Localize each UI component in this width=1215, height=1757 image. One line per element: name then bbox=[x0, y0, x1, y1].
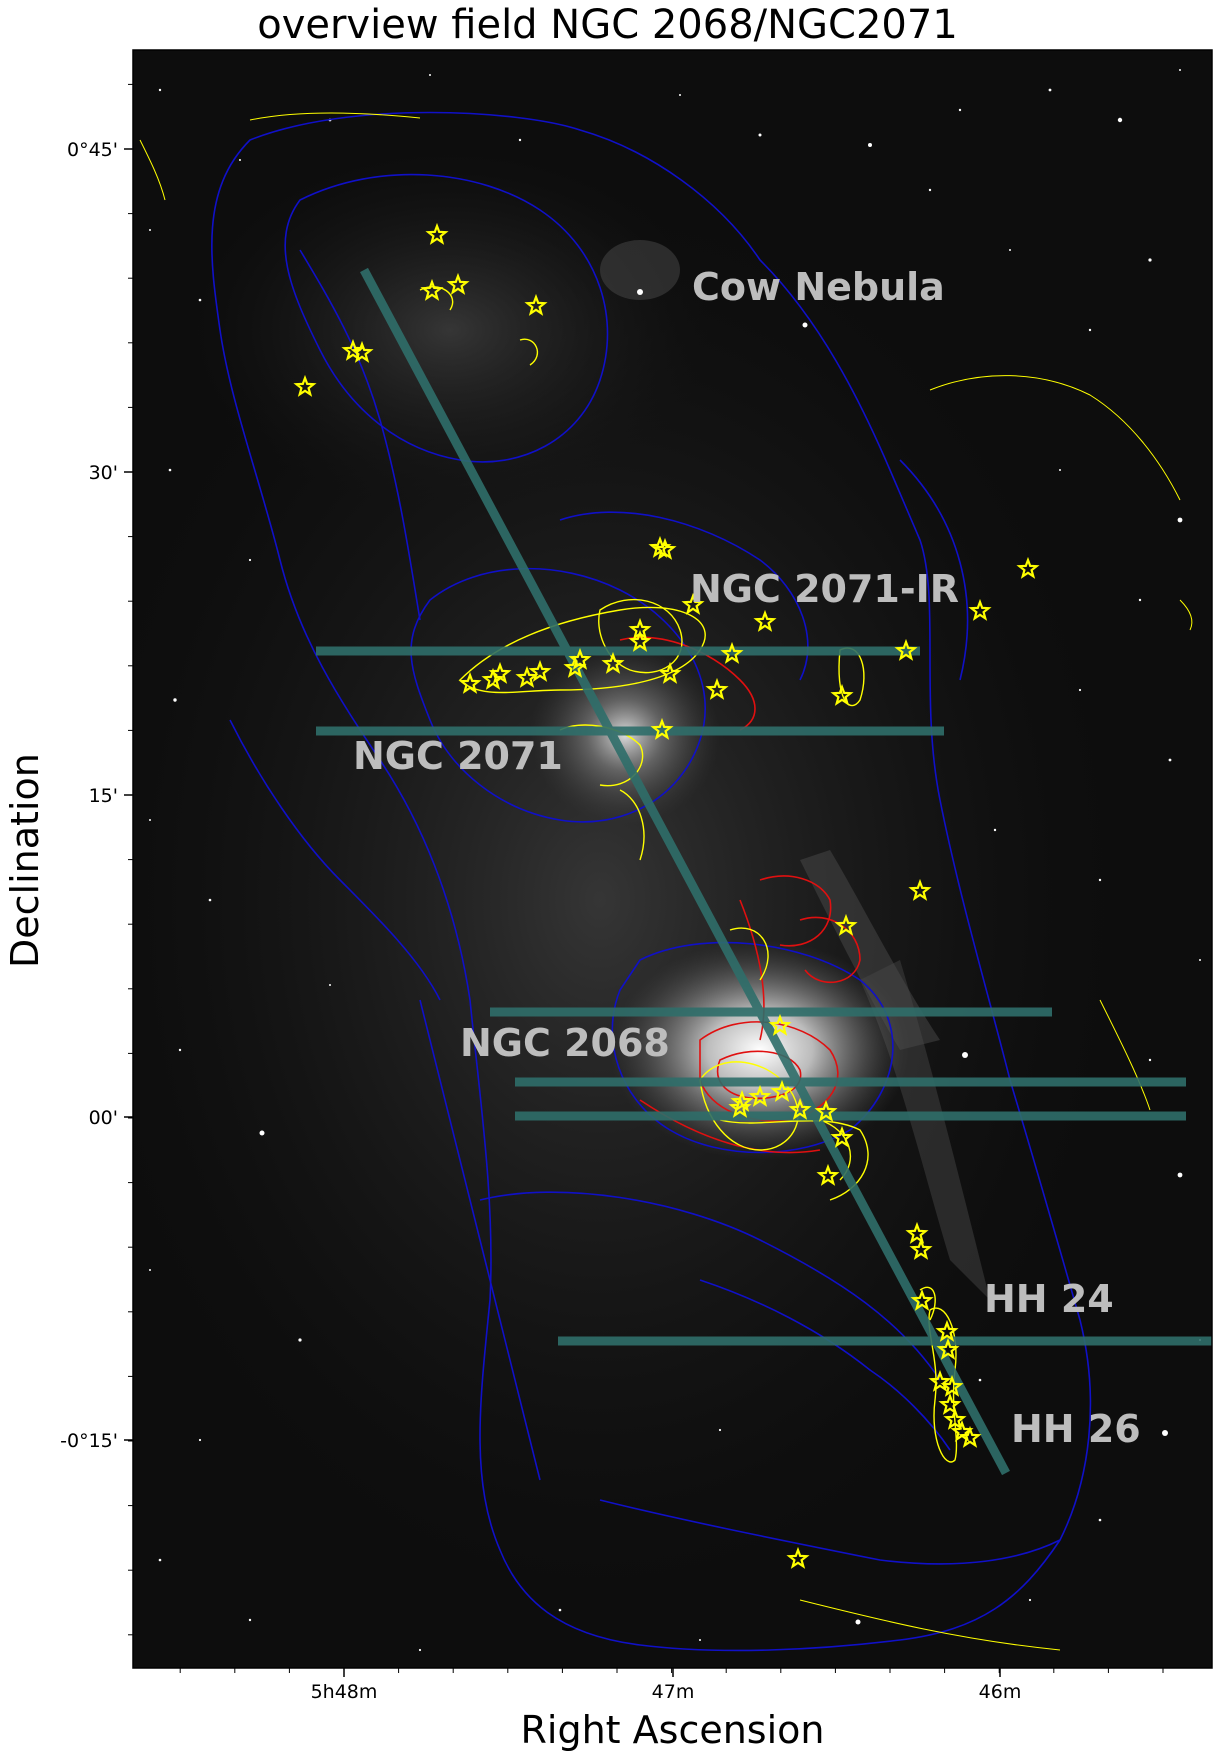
yso-star-marker bbox=[728, 1095, 752, 1118]
yso-star-marker bbox=[905, 1221, 929, 1244]
slit-positions bbox=[316, 267, 1212, 1476]
yso-star-marker bbox=[601, 651, 625, 674]
ra-tick-label-47m: 47m bbox=[652, 1681, 695, 1703]
dec-tick-label-00: 00' bbox=[89, 1107, 118, 1129]
yso-star-marker bbox=[834, 913, 858, 936]
yso-star-marker bbox=[768, 1013, 792, 1036]
yso-star-marker bbox=[568, 647, 592, 670]
dec-tick-label-15: 15' bbox=[89, 785, 118, 807]
yso-star-marker bbox=[908, 878, 932, 901]
yso-star-marker bbox=[705, 677, 729, 700]
yso-star-marker bbox=[830, 1125, 854, 1148]
yso-star-marker bbox=[814, 1099, 838, 1122]
label-hh26: HH 26 bbox=[1011, 1407, 1141, 1451]
dec-tick-label-30: 30' bbox=[89, 462, 118, 484]
yso-star-marker bbox=[420, 278, 444, 301]
yso-star-marker bbox=[681, 592, 705, 615]
label-cow-nebula: Cow Nebula bbox=[692, 265, 945, 309]
yso-star-marker bbox=[650, 717, 674, 740]
ra-tick-label-46m: 46m bbox=[979, 1681, 1022, 1703]
field-stars bbox=[149, 69, 1202, 1652]
yso-star-marker bbox=[1016, 556, 1040, 579]
yso-star-marker bbox=[446, 272, 470, 295]
yso-star-marker bbox=[293, 374, 317, 397]
yso-star-marker bbox=[658, 661, 682, 684]
yso-star-marker bbox=[653, 537, 677, 560]
yso-star-marker bbox=[940, 1374, 964, 1397]
yso-star-marker bbox=[788, 1097, 812, 1120]
yso-star-marker bbox=[910, 1288, 934, 1311]
yso-star-markers bbox=[293, 222, 1040, 1569]
yso-star-marker bbox=[524, 293, 548, 316]
label-hh24: HH 24 bbox=[984, 1277, 1114, 1321]
yso-star-marker bbox=[943, 1407, 967, 1430]
yso-star-marker bbox=[628, 629, 652, 652]
dec-tick-label-m15: -0°15' bbox=[60, 1430, 118, 1452]
yso-star-marker bbox=[958, 1425, 982, 1448]
yso-star-marker bbox=[515, 665, 539, 688]
yso-star-marker bbox=[935, 1319, 959, 1342]
yso-star-marker bbox=[458, 671, 482, 694]
yso-star-marker bbox=[936, 1337, 960, 1360]
dust-lane-2 bbox=[800, 850, 940, 1050]
yso-star-marker bbox=[830, 683, 854, 706]
ra-minor-ticks bbox=[179, 1668, 1164, 1673]
nebular-haze-2 bbox=[190, 150, 710, 510]
dec-minor-ticks bbox=[128, 83, 133, 1636]
yso-star-marker bbox=[928, 1369, 952, 1392]
yso-star-marker bbox=[528, 659, 552, 682]
yellow-speckle-contours bbox=[139, 112, 1193, 1651]
yso-star-marker bbox=[753, 609, 777, 632]
label-ngc2071-ir: NGC 2071-IR bbox=[690, 567, 959, 611]
yso-star-marker bbox=[770, 1079, 794, 1102]
yso-star-marker bbox=[909, 1237, 933, 1260]
ra-tick-label-5h48m: 5h48m bbox=[311, 1681, 378, 1703]
yso-star-marker bbox=[968, 598, 992, 621]
yso-star-marker bbox=[894, 638, 918, 661]
x-axis-label: Right Ascension bbox=[520, 1708, 825, 1752]
label-ngc2071: NGC 2071 bbox=[353, 734, 563, 778]
dec-tick-label-45: 0°45' bbox=[67, 139, 118, 161]
yso-star-marker bbox=[748, 1084, 772, 1107]
yso-star-marker bbox=[350, 340, 374, 363]
cow-nebula-glow bbox=[600, 240, 680, 300]
yso-star-marker bbox=[816, 1163, 840, 1186]
yso-star-marker bbox=[481, 667, 505, 690]
yso-star-marker bbox=[720, 641, 744, 664]
yso-star-marker bbox=[425, 222, 449, 245]
yso-star-marker bbox=[786, 1546, 810, 1569]
figure-title: overview field NGC 2068/NGC2071 bbox=[257, 2, 958, 48]
ngc2068-glow bbox=[610, 940, 910, 1160]
nebular-haze bbox=[133, 200, 1120, 1600]
yso-star-marker bbox=[563, 655, 587, 678]
label-ngc2068: NGC 2068 bbox=[460, 1021, 670, 1065]
yso-star-marker bbox=[938, 1392, 962, 1415]
